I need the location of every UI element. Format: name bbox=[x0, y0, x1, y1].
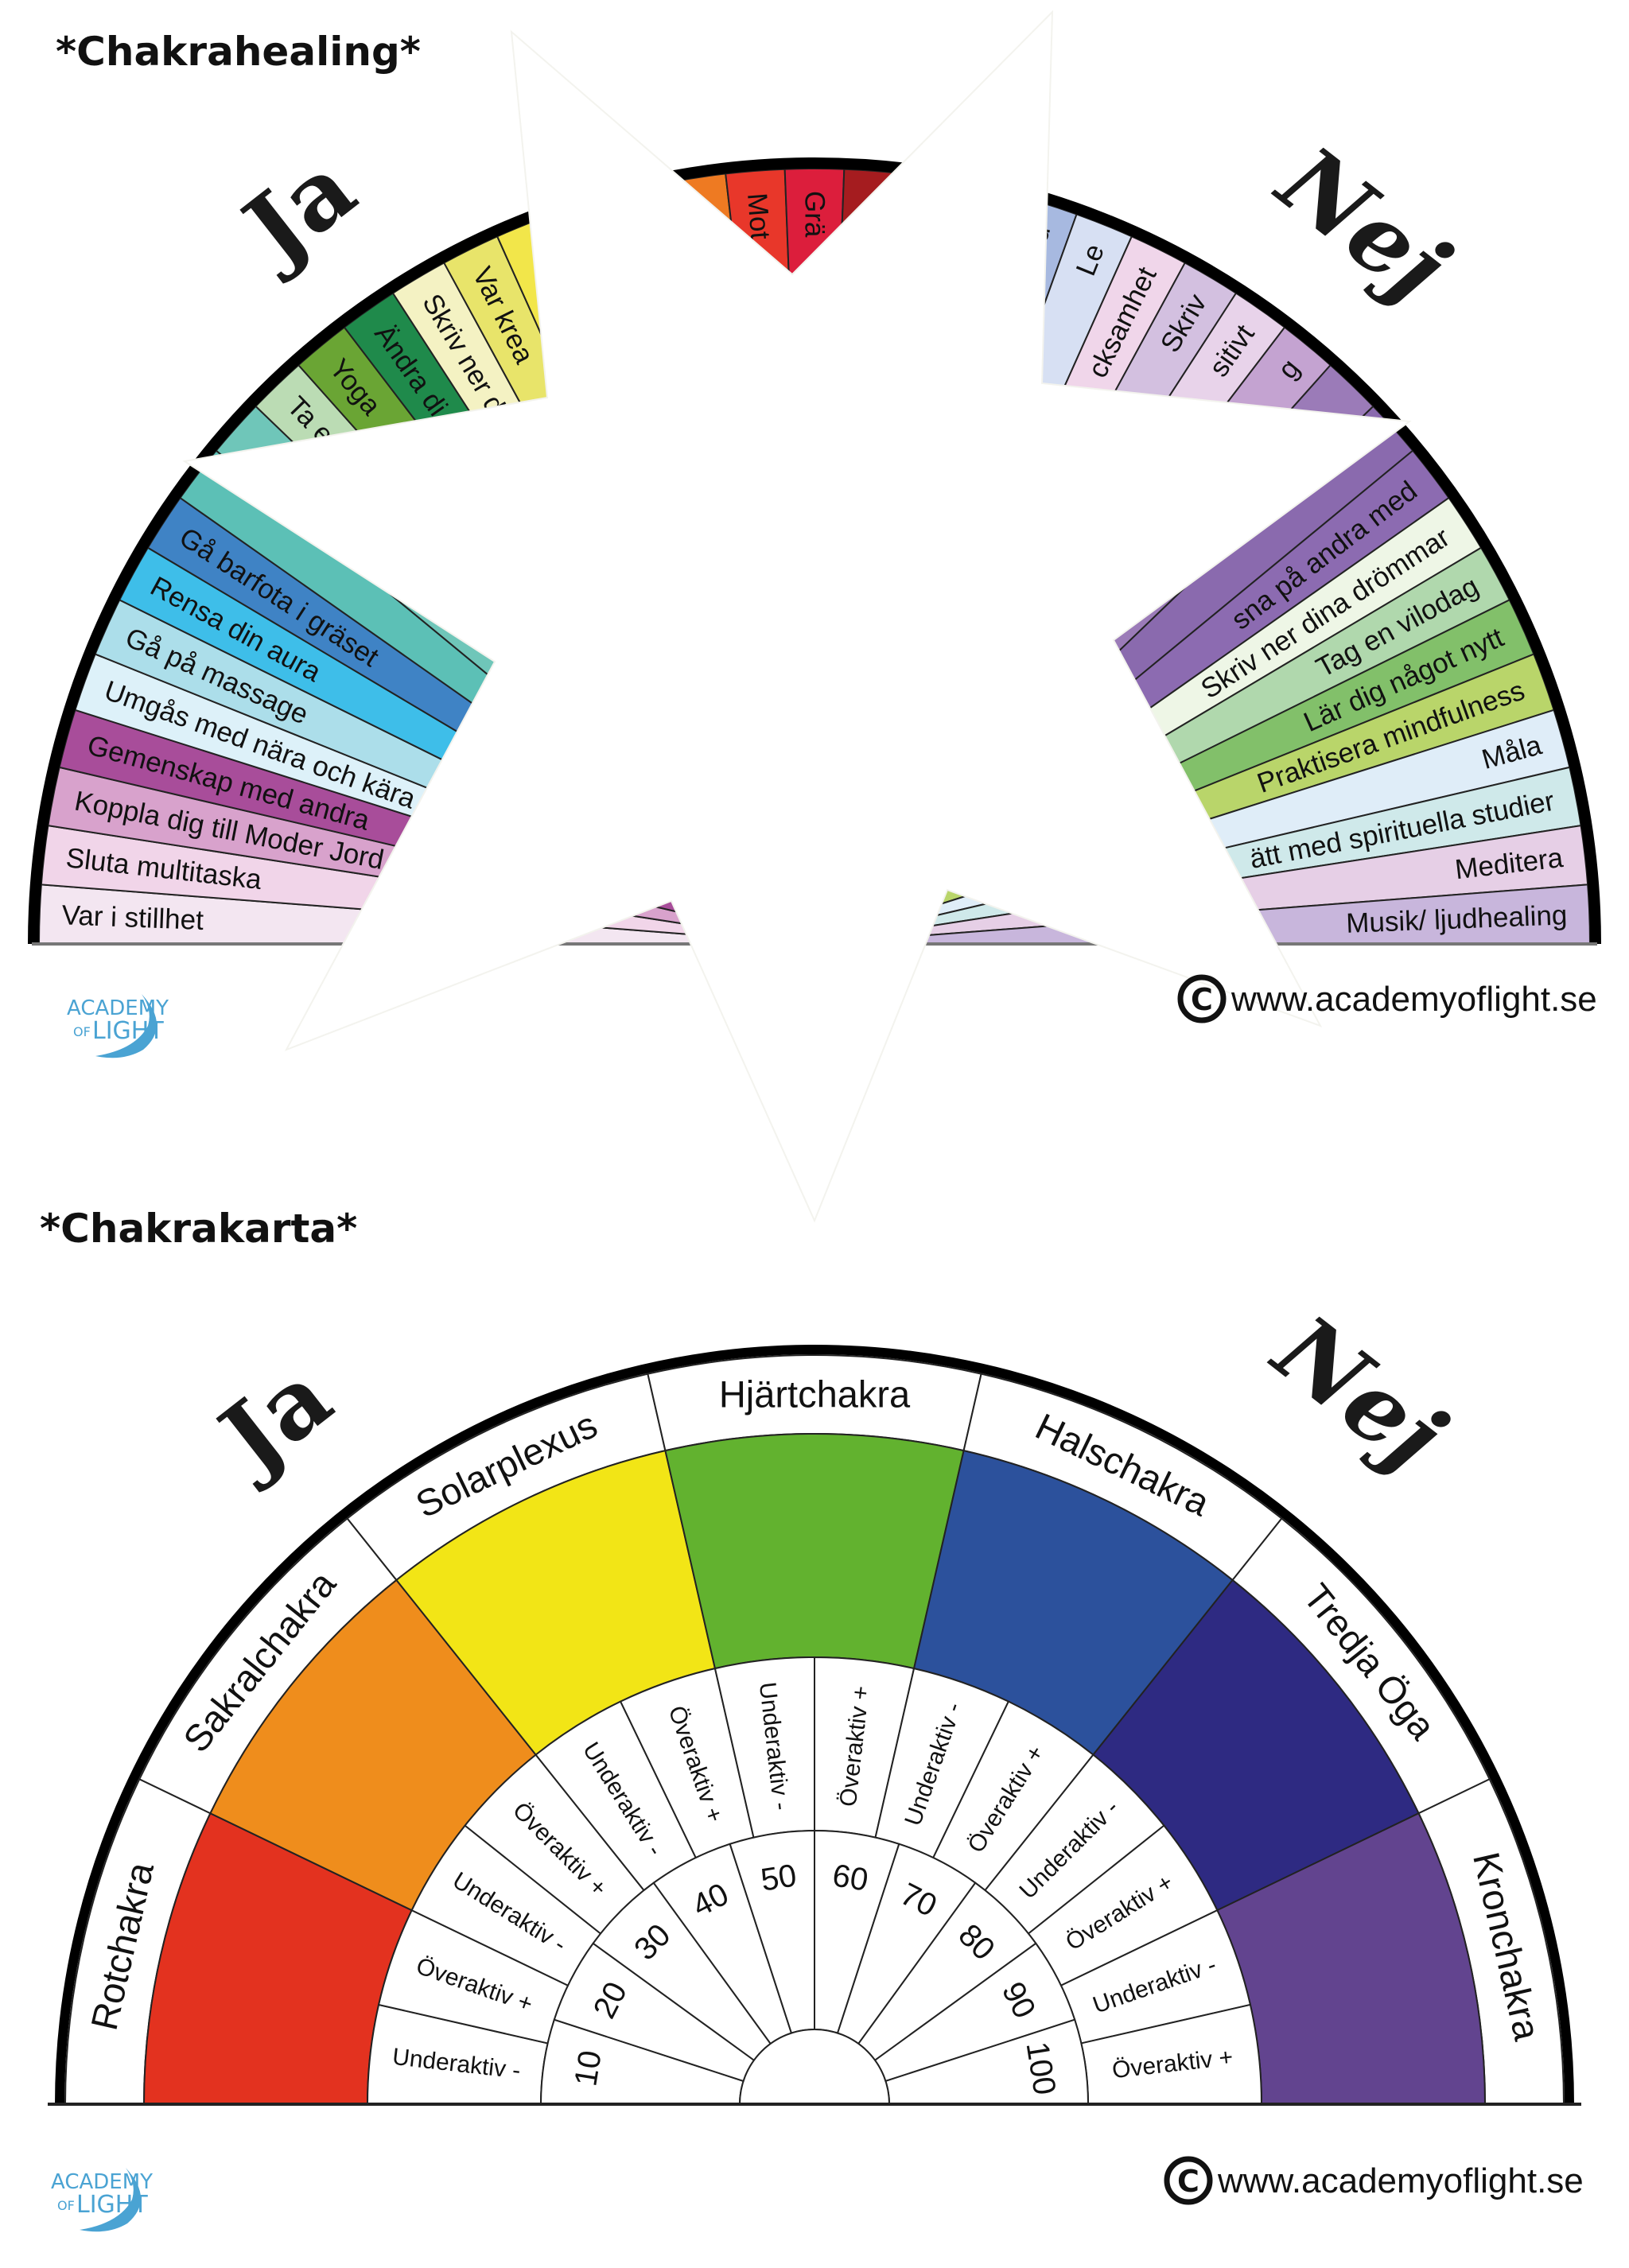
bottom-nej-label: Nej bbox=[1253, 1292, 1465, 1492]
segment-label: Grä bbox=[799, 191, 830, 238]
chakra-label: Hjärtchakra bbox=[719, 1373, 911, 1416]
segment-label: Mot bbox=[741, 192, 776, 240]
logo-line2-small: OF bbox=[57, 2198, 75, 2213]
star-cutout bbox=[182, 10, 1412, 1223]
logo-crescent-icon bbox=[80, 2168, 142, 2232]
top-nej-label: Nej bbox=[1257, 123, 1469, 323]
percent-label: 100 bbox=[1020, 2040, 1063, 2098]
top-ja-label: Ja bbox=[219, 132, 375, 289]
percent-label: 50 bbox=[759, 1858, 799, 1897]
chart-rim bbox=[28, 157, 1601, 945]
percent-label: 60 bbox=[830, 1858, 871, 1897]
copyright-icon bbox=[1164, 2156, 1213, 2205]
chakrakarta-chart: RotchakraSakralchakraSolarplexusHjärtcha… bbox=[48, 1345, 1581, 2106]
top-title: *Chakrahealing* bbox=[56, 29, 421, 75]
logo-line2-small: OF bbox=[73, 1024, 91, 1039]
percent-label: 10 bbox=[568, 2049, 608, 2089]
hub bbox=[739, 2029, 890, 2105]
chart-rim bbox=[55, 1345, 1574, 2105]
logo-bottom: ACADEMY OF LIGHT bbox=[51, 2168, 153, 2232]
logo-crescent-icon bbox=[95, 994, 157, 1058]
segment-label: Var i stillhet bbox=[61, 899, 204, 936]
copyright-url[interactable]: www.academyoflight.se bbox=[1230, 980, 1597, 1019]
copyright-icon-c: C bbox=[1191, 982, 1213, 1017]
bottom-ja-label: Ja bbox=[195, 1341, 352, 1497]
chakra-color-segment bbox=[664, 1433, 965, 1670]
copyright-icon bbox=[1177, 974, 1227, 1023]
logo-top: ACADEMY OF LIGHT bbox=[67, 994, 169, 1058]
copyright-bottom: C www.academyoflight.se bbox=[1164, 2156, 1584, 2205]
copyright-top: C www.academyoflight.se bbox=[1177, 974, 1597, 1023]
copyright-url[interactable]: www.academyoflight.se bbox=[1217, 2161, 1584, 2200]
bottom-title: *Chakrakarta* bbox=[40, 1206, 357, 1252]
copyright-icon-c: C bbox=[1177, 2164, 1199, 2199]
